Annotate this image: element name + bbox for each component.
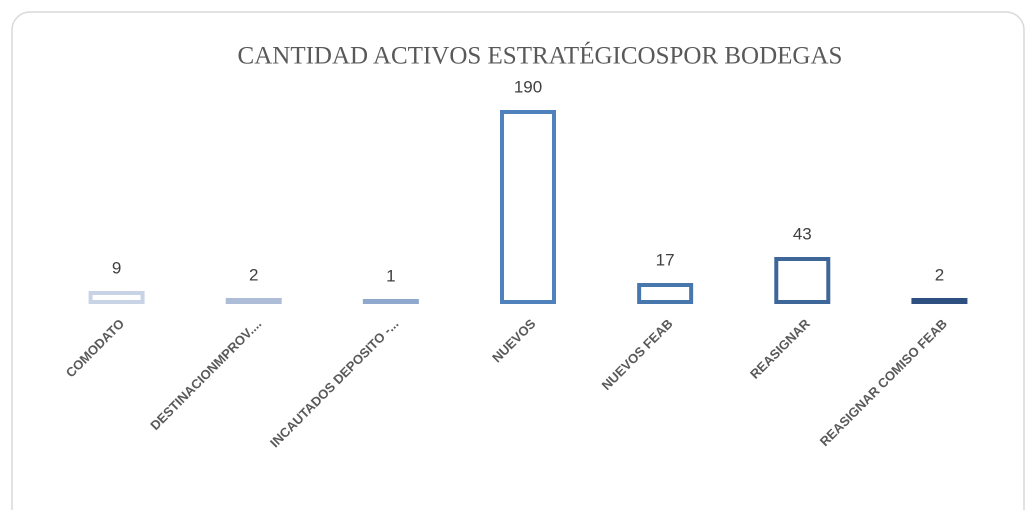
data-label: 1 (386, 266, 395, 285)
data-label: 2 (935, 265, 944, 284)
chart-frame (11, 11, 1025, 510)
bar (88, 291, 145, 304)
bar (637, 283, 694, 304)
chart-title: CANTIDAD ACTIVOS ESTRATÉGICOSPOR BODEGAS (238, 42, 843, 70)
data-label: 190 (514, 77, 542, 96)
bar (911, 298, 968, 304)
bar (225, 298, 282, 304)
data-label: 43 (793, 224, 812, 243)
data-label: 2 (249, 265, 258, 284)
bar (774, 257, 831, 304)
bar (500, 110, 556, 304)
data-label: 17 (656, 250, 675, 269)
data-label: 9 (112, 258, 121, 277)
bar (362, 299, 419, 304)
